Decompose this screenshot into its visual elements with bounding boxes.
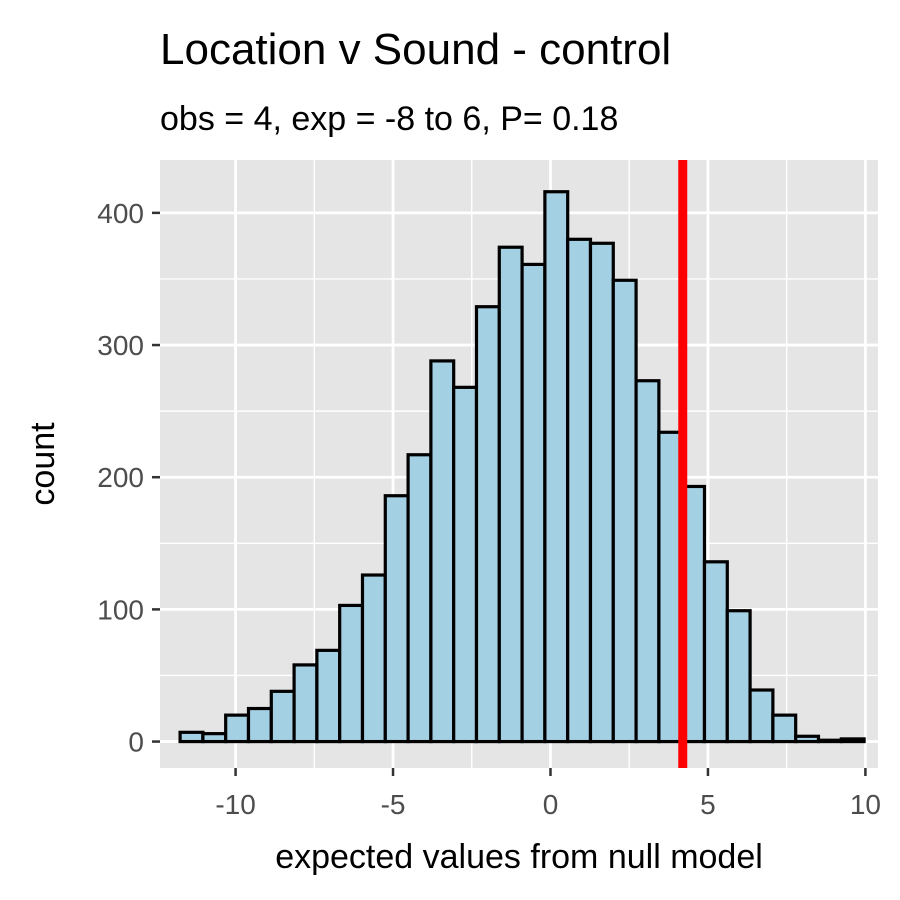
histogram-bar	[246, 706, 273, 744]
histogram-bar	[383, 494, 410, 744]
histogram-bar	[839, 737, 866, 744]
chart-title: Location v Sound - control	[160, 25, 671, 74]
histogram-bar	[566, 237, 593, 744]
histogram-bar	[588, 241, 615, 744]
histogram-bar	[315, 648, 342, 744]
histogram-bar	[634, 379, 661, 744]
y-axis-label: count	[24, 422, 62, 506]
chart-subtitle: obs = 4, exp = -8 to 6, P= 0.18	[160, 100, 618, 138]
histogram-bar	[201, 732, 228, 744]
histogram-bar	[543, 190, 570, 744]
histogram-bar	[816, 738, 843, 744]
histogram-bar	[292, 663, 319, 744]
x-tick-label: -10	[215, 789, 255, 820]
x-axis: -10 -5 0 5 10	[215, 768, 881, 820]
histogram-bar	[474, 305, 501, 744]
x-axis-label: expected values from null model	[275, 838, 763, 876]
y-tick-label: 400	[97, 198, 144, 229]
histogram-bar	[224, 713, 251, 744]
histogram-bar	[771, 713, 798, 744]
y-tick-label: 200	[97, 462, 144, 493]
x-tick-label: 0	[543, 789, 559, 820]
histogram-bar	[429, 359, 456, 744]
histogram-bar	[725, 609, 752, 744]
histogram-bar	[497, 245, 524, 744]
y-axis: 0 100 200 300 400	[97, 198, 160, 758]
x-tick-label: -5	[381, 789, 406, 820]
x-tick-label: 10	[850, 789, 881, 820]
histogram-bar	[360, 573, 387, 744]
histogram-bar	[702, 560, 729, 744]
y-tick-label: 0	[128, 727, 144, 758]
histogram-bar	[794, 734, 821, 744]
y-tick-label: 100	[97, 594, 144, 625]
histogram-bar	[452, 385, 479, 744]
histogram-bar	[269, 689, 296, 744]
histogram-bar	[611, 278, 638, 744]
histogram-bar	[338, 603, 365, 744]
histogram-bar	[520, 262, 547, 744]
x-tick-label: 5	[700, 789, 716, 820]
histogram-bar	[178, 730, 205, 744]
histogram-bar	[748, 688, 775, 744]
y-tick-label: 300	[97, 330, 144, 361]
histogram-bar	[406, 453, 433, 744]
